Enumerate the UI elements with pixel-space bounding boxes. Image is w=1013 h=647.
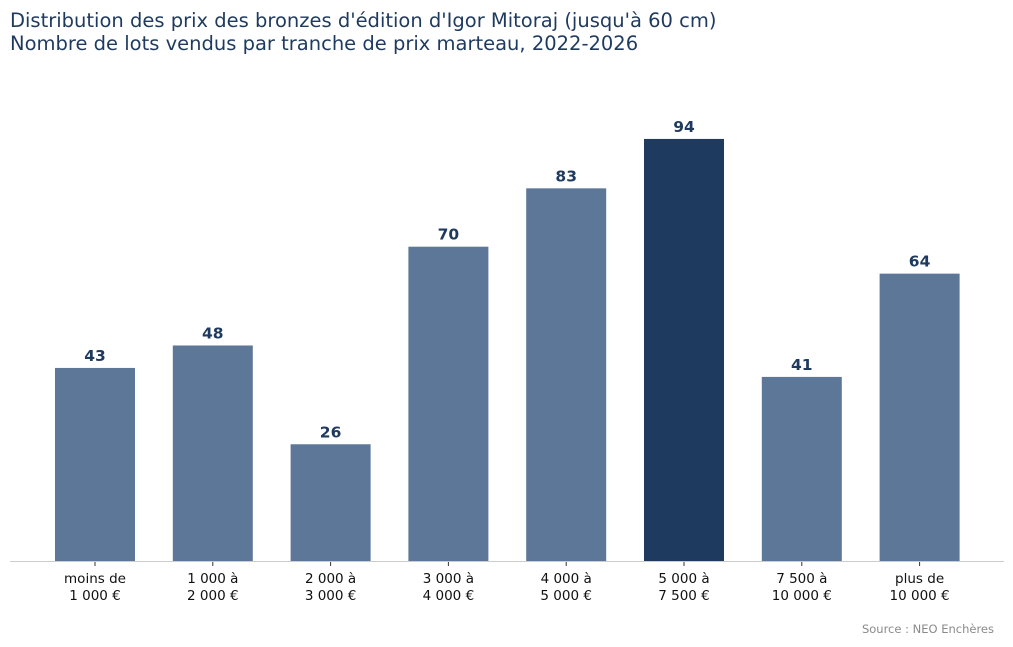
chart-subtitle: Nombre de lots vendus par tranche de pri…: [10, 32, 639, 55]
x-tick-label: moins de 1 000 €: [64, 571, 126, 604]
data-label: 64: [909, 253, 931, 271]
x-tick-label: 7 500 à 10 000 €: [772, 571, 832, 604]
chart-title-line: Distribution des prix des bronzes d'édit…: [10, 9, 717, 32]
bar: [290, 444, 371, 561]
bar: [879, 273, 960, 561]
bar: [526, 188, 607, 561]
data-label: 26: [320, 423, 342, 441]
bar: [644, 138, 724, 561]
bar: [408, 246, 489, 561]
data-label: 48: [202, 324, 224, 342]
data-label: 41: [791, 356, 813, 374]
data-label: 70: [438, 226, 460, 244]
data-label: 43: [84, 347, 106, 365]
source-note: Source : NEO Enchères: [861, 622, 994, 636]
x-tick-label: plus de 10 000 €: [890, 571, 950, 604]
bar: [55, 367, 135, 561]
bar: [172, 345, 253, 561]
chart-title: Distribution des prix des bronzes d'édit…: [10, 9, 716, 55]
bar: [761, 376, 842, 561]
data-label: 94: [673, 118, 695, 136]
data-label: 83: [555, 167, 577, 185]
